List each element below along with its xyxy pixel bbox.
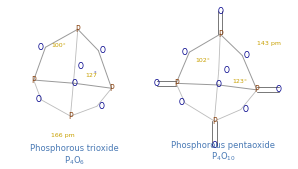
Text: O: O (276, 85, 282, 94)
Text: O: O (100, 46, 106, 55)
Text: O: O (154, 79, 160, 88)
Text: O: O (223, 66, 229, 75)
Text: Phosphorous trioxide: Phosphorous trioxide (30, 144, 119, 153)
Text: P: P (75, 25, 80, 34)
Text: O: O (182, 48, 188, 57)
Text: P: P (174, 79, 179, 88)
Text: O: O (35, 95, 41, 104)
Text: P: P (212, 116, 217, 126)
Text: 100°: 100° (51, 43, 66, 48)
Text: 143 pm: 143 pm (257, 42, 281, 46)
Text: 166 pm: 166 pm (51, 133, 75, 138)
Text: P: P (109, 84, 114, 93)
Text: O: O (179, 99, 185, 107)
Text: 102°: 102° (195, 58, 210, 63)
Text: P$_4$O$_{10}$: P$_4$O$_{10}$ (211, 151, 236, 163)
Text: O: O (211, 141, 217, 150)
Text: O: O (242, 105, 248, 114)
Text: O: O (72, 79, 78, 88)
Text: P: P (68, 112, 73, 121)
Text: O: O (216, 80, 222, 89)
Text: O: O (78, 62, 84, 71)
Text: 127: 127 (85, 73, 97, 78)
Text: O: O (217, 7, 223, 16)
Text: °: ° (93, 71, 96, 76)
Text: O: O (38, 43, 44, 52)
Text: Phosphorous pentaoxide: Phosphorous pentaoxide (171, 141, 275, 150)
Text: P$_4$O$_6$: P$_4$O$_6$ (64, 154, 86, 167)
Text: O: O (98, 102, 104, 111)
Text: P: P (218, 30, 223, 39)
Text: P: P (254, 85, 259, 94)
Text: O: O (244, 51, 250, 60)
Text: 123°: 123° (232, 79, 247, 84)
Text: P: P (31, 76, 36, 84)
